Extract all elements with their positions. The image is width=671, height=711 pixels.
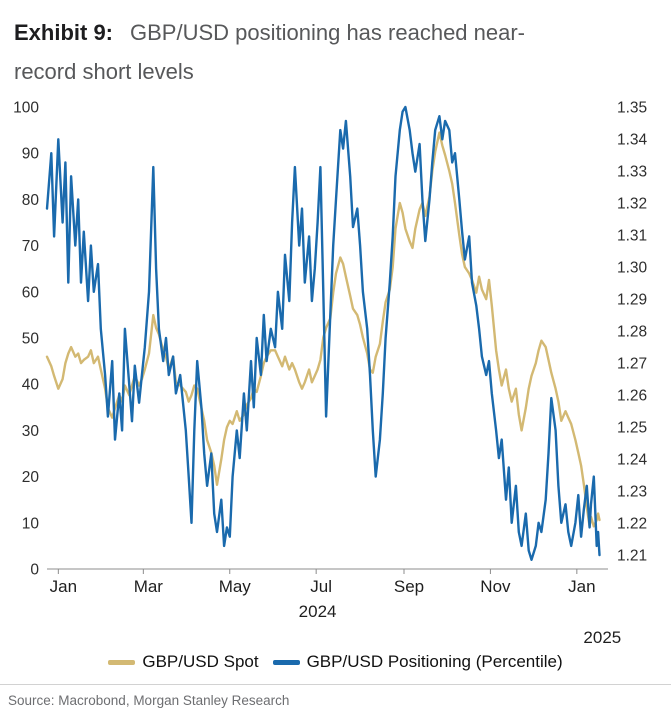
x-year-label: 2025 <box>583 628 621 647</box>
x-tick-label: Sep <box>394 577 424 596</box>
y-right-tick-label: 1.26 <box>617 388 647 405</box>
y-right-tick-label: 1.24 <box>617 452 648 469</box>
y-right-tick-label: 1.32 <box>617 196 647 213</box>
footer-divider <box>0 684 671 685</box>
y-left-tick-label: 30 <box>22 423 40 440</box>
exhibit-title: Exhibit 9: GBP/USD positioning has reache… <box>0 0 671 91</box>
y-right-tick-label: 1.22 <box>617 516 647 533</box>
x-tick-label: Jul <box>310 577 332 596</box>
legend-item-spot: GBP/USD Spot <box>108 652 259 672</box>
y-left-tick-label: 100 <box>13 100 39 117</box>
exhibit-title-line2: record short levels <box>14 59 194 84</box>
source-note: Source: Macrobond, Morgan Stanley Resear… <box>8 693 290 708</box>
y-right-tick-label: 1.33 <box>617 164 647 181</box>
y-right-tick-label: 1.27 <box>617 356 647 373</box>
y-left-tick-label: 70 <box>22 238 40 255</box>
legend-item-positioning: GBP/USD Positioning (Percentile) <box>272 652 563 672</box>
x-tick-label: Nov <box>480 577 511 596</box>
y-left-tick-label: 20 <box>22 469 40 486</box>
y-left-tick-label: 60 <box>22 284 40 301</box>
x-tick-label: May <box>219 577 252 596</box>
exhibit-label: Exhibit 9: <box>14 20 114 45</box>
dual-axis-line-chart: 0 10 20 30 40 50 60 70 80 90 100 1.21 1.22 1.23 1.24 1.… <box>13 100 648 648</box>
y-left-tick-label: 80 <box>22 192 40 209</box>
y-left-tick-label: 50 <box>22 331 40 348</box>
chart-area: 0 10 20 30 40 50 60 70 80 90 100 1.21 1.22 1.23 1.24 1.… <box>0 93 671 652</box>
positioning-line <box>45 105 601 561</box>
legend-swatch-spot <box>108 659 136 665</box>
y-left-tick-label: 0 <box>30 562 39 579</box>
y-right-tick-label: 1.29 <box>617 292 647 309</box>
y-left-tick-label: 90 <box>22 146 40 163</box>
y-right-tick-label: 1.23 <box>617 484 647 501</box>
legend-swatch-positioning <box>272 659 300 665</box>
x-year-label: 2024 <box>299 602 337 621</box>
y-right-tick-label: 1.21 <box>617 548 647 565</box>
x-tick-label: Jan <box>50 577 77 596</box>
y-right-tick-label: 1.25 <box>617 420 647 437</box>
y-right-tick-label: 1.30 <box>617 260 648 277</box>
x-tick-label: Jan <box>568 577 595 596</box>
y-right-tick-label: 1.35 <box>617 100 647 117</box>
y-left-tick-label: 40 <box>22 377 40 394</box>
exhibit-title-line1: GBP/USD positioning has reached near- <box>130 20 526 45</box>
y-left-tick-label: 10 <box>22 515 40 532</box>
y-right-tick-label: 1.34 <box>617 132 648 149</box>
legend-label: GBP/USD Spot <box>142 652 259 671</box>
y-right-tick-label: 1.31 <box>617 228 647 245</box>
chart-legend: GBP/USD Spot GBP/USD Positioning (Percent… <box>0 652 671 672</box>
y-right-tick-label: 1.28 <box>617 324 647 341</box>
legend-label: GBP/USD Positioning (Percentile) <box>306 652 563 671</box>
x-tick-label: Mar <box>134 577 164 596</box>
